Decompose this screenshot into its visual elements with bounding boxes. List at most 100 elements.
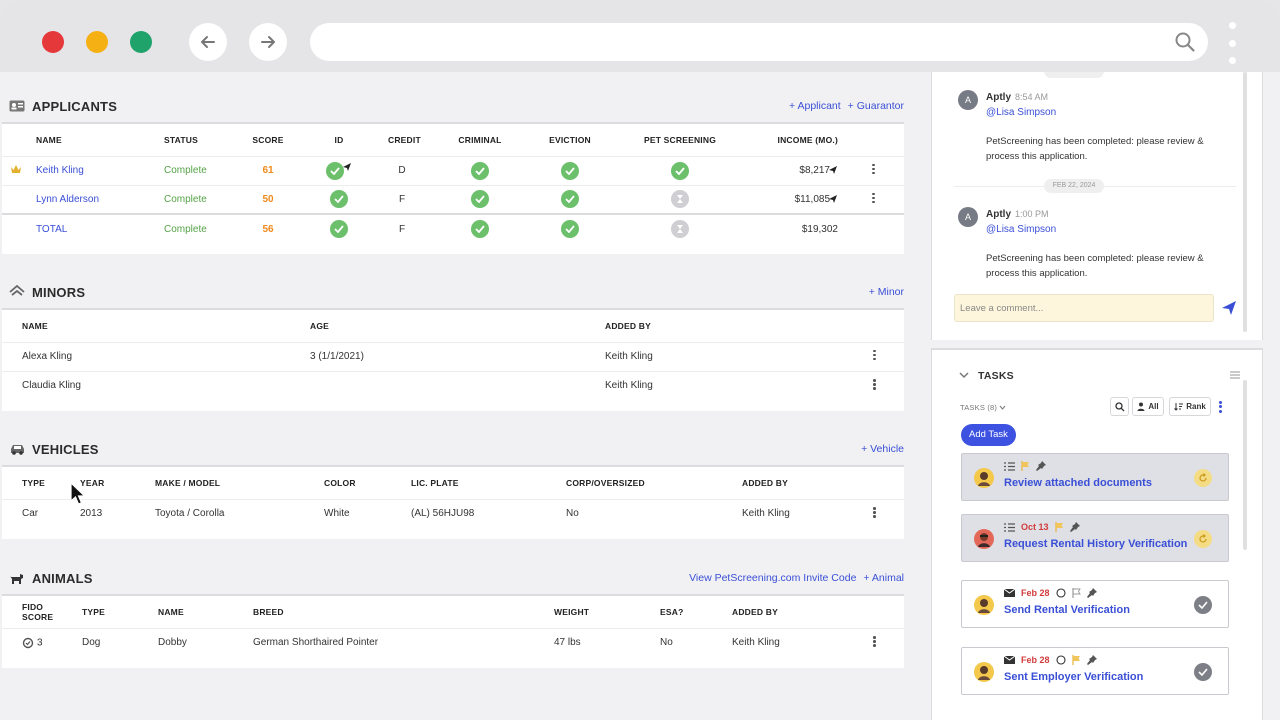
- table-row: Claudia Kling Keith Kling: [2, 370, 904, 400]
- total-score: 56: [262, 223, 274, 235]
- animal-name: Dobby: [152, 627, 247, 657]
- back-button[interactable]: [189, 23, 227, 61]
- task-card[interactable]: Oct 13 Request Rental History Verificati…: [961, 514, 1229, 562]
- hourglass-icon: [671, 220, 689, 238]
- browser-menu-button[interactable]: [1227, 22, 1237, 64]
- applicant-name-link[interactable]: Keith Kling: [36, 165, 84, 176]
- fido-score-icon: [22, 637, 34, 648]
- vehicles-header: VEHICLES + Vehicle: [8, 437, 904, 461]
- check-circle-icon[interactable]: [471, 161, 489, 180]
- row-menu-icon[interactable]: [873, 635, 877, 649]
- column-header: COLOR: [324, 477, 356, 488]
- minimize-window-button[interactable]: [86, 31, 108, 53]
- task-title[interactable]: Send Rental Verification: [1004, 604, 1130, 616]
- check-circle-icon[interactable]: [330, 190, 348, 209]
- column-header: WEIGHT: [554, 606, 590, 617]
- add-guarantor-link[interactable]: + Guarantor: [847, 100, 904, 112]
- task-title[interactable]: Sent Employer Verification: [1004, 671, 1144, 683]
- petscreening-invite-link[interactable]: View PetScreening.com Invite Code: [689, 572, 857, 584]
- chevron-down-icon[interactable]: [958, 370, 970, 380]
- retry-icon[interactable]: [1194, 530, 1212, 548]
- animals-header: ANIMALS View PetScreening.com Invite Cod…: [8, 566, 904, 590]
- comment-mention[interactable]: @Lisa Simpson: [986, 224, 1057, 235]
- task-sort-rank-button[interactable]: Rank: [1169, 397, 1211, 416]
- task-card[interactable]: Feb 28 Send Rental Verification: [961, 580, 1229, 628]
- forward-button[interactable]: [249, 23, 287, 61]
- check-circle-icon: [561, 220, 579, 238]
- menu-icon[interactable]: [1229, 370, 1241, 380]
- add-minor-link[interactable]: + Minor: [868, 286, 904, 298]
- column-header: ID: [334, 134, 344, 145]
- check-circle-icon[interactable]: [561, 161, 579, 180]
- pin-icon[interactable]: [1069, 522, 1080, 532]
- animal-esa: No: [654, 627, 726, 657]
- circle-icon[interactable]: [1055, 655, 1066, 665]
- car-icon: [8, 441, 26, 457]
- applicants-table-card: NAME STATUS SCORE ID CREDIT CRIMINAL EVI…: [2, 122, 904, 254]
- comments-scrollbar[interactable]: [1243, 72, 1247, 332]
- row-menu-icon[interactable]: [873, 348, 877, 362]
- hourglass-icon[interactable]: [671, 190, 689, 209]
- crown-icon: [11, 165, 21, 173]
- table-row-total: TOTAL Complete 56 F $19,302: [2, 213, 904, 243]
- row-menu-icon[interactable]: [873, 378, 877, 392]
- search-icon: [1114, 401, 1124, 411]
- add-animal-link[interactable]: + Animal: [863, 572, 904, 584]
- send-icon[interactable]: [1221, 300, 1237, 316]
- tasks-scrollbar[interactable]: [1243, 380, 1247, 550]
- mouse-cursor-icon: [70, 482, 86, 505]
- flag-icon[interactable]: [1021, 461, 1030, 471]
- column-header: LIC. PLATE: [411, 477, 459, 488]
- task-card[interactable]: Feb 28 Sent Employer Verification: [961, 647, 1229, 695]
- pin-icon[interactable]: [1036, 461, 1046, 471]
- task-title[interactable]: Request Rental History Verification: [1004, 538, 1188, 550]
- column-header: CORP/OVERSIZED: [566, 477, 645, 488]
- row-menu-icon[interactable]: [872, 162, 876, 176]
- close-window-button[interactable]: [42, 31, 64, 53]
- check-circle-icon[interactable]: [671, 161, 689, 180]
- flag-icon[interactable]: [1054, 522, 1064, 532]
- address-bar[interactable]: [310, 23, 1208, 61]
- tasks-count-dropdown[interactable]: TASKS (8): [960, 403, 1006, 412]
- flag-icon[interactable]: [1071, 655, 1081, 665]
- user-icon: [1137, 402, 1145, 411]
- add-applicant-link[interactable]: + Applicant: [789, 100, 841, 112]
- comments-panel: A Aptly 8:54 AM @Lisa Simpson PetScreenin…: [931, 72, 1263, 340]
- avatar: A: [958, 90, 978, 110]
- task-search-button[interactable]: [1110, 397, 1129, 416]
- check-circle-icon[interactable]: [1194, 596, 1212, 614]
- comment-author: Aptly: [986, 209, 1011, 220]
- pin-icon[interactable]: [1086, 588, 1097, 598]
- comment-mention[interactable]: @Lisa Simpson: [986, 107, 1057, 118]
- row-menu-icon[interactable]: [873, 506, 877, 520]
- minor-age: [304, 370, 599, 400]
- retry-icon[interactable]: [1194, 469, 1212, 487]
- animals-title: ANIMALS: [32, 570, 93, 586]
- check-circle-icon[interactable]: [326, 161, 344, 180]
- flag-icon[interactable]: [1071, 588, 1081, 598]
- animal-weight: 47 lbs: [548, 627, 654, 657]
- tasks-menu-icon[interactable]: [1219, 399, 1223, 414]
- minor-added-by: Keith Kling: [599, 370, 846, 400]
- pin-icon[interactable]: [1086, 655, 1097, 665]
- comment-body: PetScreening has been completed: please …: [986, 136, 1204, 162]
- add-task-button[interactable]: Add Task: [961, 424, 1016, 446]
- column-header: ESA?: [660, 606, 684, 617]
- check-circle-icon[interactable]: [471, 190, 489, 209]
- avatar: [974, 595, 994, 615]
- maximize-window-button[interactable]: [130, 31, 152, 53]
- column-header: STATUS: [164, 134, 198, 145]
- task-filter-all-button[interactable]: All: [1132, 397, 1164, 416]
- task-card[interactable]: Review attached documents: [961, 453, 1229, 501]
- circle-icon[interactable]: [1055, 588, 1066, 598]
- search-icon[interactable]: [1174, 31, 1196, 53]
- applicant-status: Complete: [164, 165, 207, 176]
- checklist-icon: [1004, 522, 1015, 532]
- add-vehicle-link[interactable]: + Vehicle: [861, 443, 904, 455]
- applicant-name-link[interactable]: Lynn Alderson: [36, 193, 100, 205]
- task-title[interactable]: Review attached documents: [1004, 477, 1152, 489]
- check-circle-icon[interactable]: [1194, 663, 1212, 681]
- row-menu-icon[interactable]: [872, 191, 876, 205]
- comment-input[interactable]: Leave a comment...: [954, 294, 1214, 322]
- check-circle-icon[interactable]: [561, 190, 579, 209]
